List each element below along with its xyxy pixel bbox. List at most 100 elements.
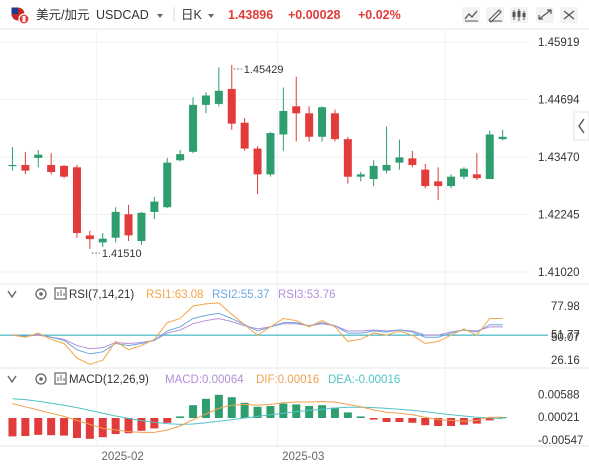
collapse-panel-icon[interactable] (573, 111, 589, 141)
rsi-lines (0, 302, 548, 365)
macd-bar (214, 394, 223, 418)
price-grid (0, 30, 530, 446)
candle-body (34, 154, 43, 158)
candle-body (472, 174, 481, 179)
rsi-chart-icon[interactable] (54, 287, 67, 300)
macd-axis: 0.00588 0.00021 -0.00547 (538, 389, 583, 446)
macd-bar (176, 416, 185, 418)
macd-bar (98, 418, 107, 438)
macd-bar (330, 407, 339, 418)
candle-body (279, 110, 288, 135)
macd-bar (485, 418, 494, 421)
dif-line (12, 401, 503, 433)
candle-body (201, 95, 210, 105)
rsi-tick-label: 50.07 (551, 332, 580, 344)
macd-bar (447, 418, 456, 426)
candle-body (8, 164, 17, 167)
price-change-pct: +0.02% (358, 8, 401, 22)
time-axis: 2025-02 2025-03 (0, 445, 589, 463)
candle-body (447, 176, 456, 187)
macd-bar (318, 405, 327, 418)
drawing-icon[interactable] (486, 7, 504, 23)
macd-bar (124, 418, 133, 434)
macd-bar (434, 418, 443, 426)
macd-bar (85, 418, 94, 439)
macd-title: MACD(12,26,9) (69, 374, 149, 386)
candle-body (21, 164, 30, 171)
symbol-code[interactable]: USDCAD (96, 8, 149, 22)
dea-line (12, 398, 503, 425)
low-label: 1.41510 (102, 248, 142, 260)
macd-bar (72, 418, 81, 438)
dea-value: DEA:-0.00016 (328, 374, 400, 386)
candle-body (150, 201, 159, 212)
candle-body (98, 238, 107, 243)
fullscreen-icon[interactable] (536, 7, 554, 23)
high-label: 1.45429 (244, 64, 284, 76)
price-axis: 1.45919 1.44694 1.43470 1.42245 1.41020 (538, 37, 580, 279)
macd-settings-icon[interactable] (35, 373, 47, 385)
price-tick-label: 1.44694 (538, 95, 580, 107)
macd-lines (12, 398, 503, 433)
macd-bar (266, 406, 275, 418)
candle-body (189, 104, 198, 152)
rsi2-value: RSI2:55.37 (212, 289, 270, 301)
macd-bar (189, 405, 198, 418)
dif-value: DIF:0.00016 (256, 374, 319, 386)
candle-body (330, 113, 339, 140)
macd-bar (343, 412, 352, 418)
macd-bar (21, 418, 30, 436)
macd-tick-label: 0.00588 (538, 389, 580, 401)
macd-bar (382, 418, 391, 422)
rsi2-line (12, 312, 503, 355)
macd-bar (395, 418, 404, 422)
candle-body (214, 90, 223, 104)
indicator-icon[interactable] (510, 7, 528, 23)
candle-body (253, 148, 262, 175)
candle-body (356, 174, 365, 177)
rsi-pane: RSI(7,14,21) RSI1:63.08 RSI2:55.37 RSI3:… (0, 283, 589, 367)
symbol-dropdown-icon[interactable] (157, 14, 163, 18)
rsi-settings-icon[interactable] (35, 288, 47, 300)
candles (8, 64, 507, 249)
candle-body (47, 164, 56, 172)
price-change: +0.00028 (288, 8, 341, 22)
price-pane: 1.45429 1.41510 1.459191.446941.434701.4… (0, 30, 589, 446)
macd-value: MACD:0.00064 (165, 374, 244, 386)
candle-body (176, 154, 185, 161)
candle-body (60, 165, 69, 177)
macd-bar (34, 418, 43, 435)
macd-bar (421, 418, 430, 426)
macd-pane: MACD(12,26,9) MACD:0.00064 DIF:0.00016 D… (0, 367, 589, 447)
candle-body (292, 106, 301, 114)
close-icon[interactable] (560, 7, 578, 23)
symbol-name[interactable]: 美元/加元 (36, 8, 89, 22)
candle-body (111, 211, 120, 238)
rsi1-value: RSI1:63.08 (146, 289, 204, 301)
candle-body (227, 88, 236, 124)
rsi-tick-label: 51.77 (551, 329, 580, 341)
candle-body (485, 134, 494, 180)
macd-bar (163, 418, 172, 423)
candle-body (408, 158, 417, 165)
rsi-title: RSI(7,14,21) (69, 289, 134, 301)
macd-bar (227, 397, 236, 418)
time-tick-label: 2025-02 (102, 451, 144, 463)
macd-bar (279, 403, 288, 418)
candle-body (382, 164, 391, 171)
interval-dropdown-icon[interactable] (208, 14, 214, 18)
macd-collapse-icon[interactable] (7, 375, 17, 384)
rsi-collapse-icon[interactable] (7, 290, 17, 299)
high-low-annotations: 1.45429 1.41510 (91, 64, 284, 260)
candle-body (395, 157, 404, 163)
macd-chart-icon[interactable] (54, 372, 67, 385)
rsi3-value: RSI3:53.76 (278, 289, 336, 301)
interval-select[interactable]: 日K (181, 8, 203, 22)
compare-icon[interactable] (462, 7, 480, 23)
macd-tick-label: -0.00547 (538, 435, 583, 447)
macd-bar (356, 416, 365, 418)
candle-body (459, 168, 468, 177)
candle-body (124, 214, 133, 236)
